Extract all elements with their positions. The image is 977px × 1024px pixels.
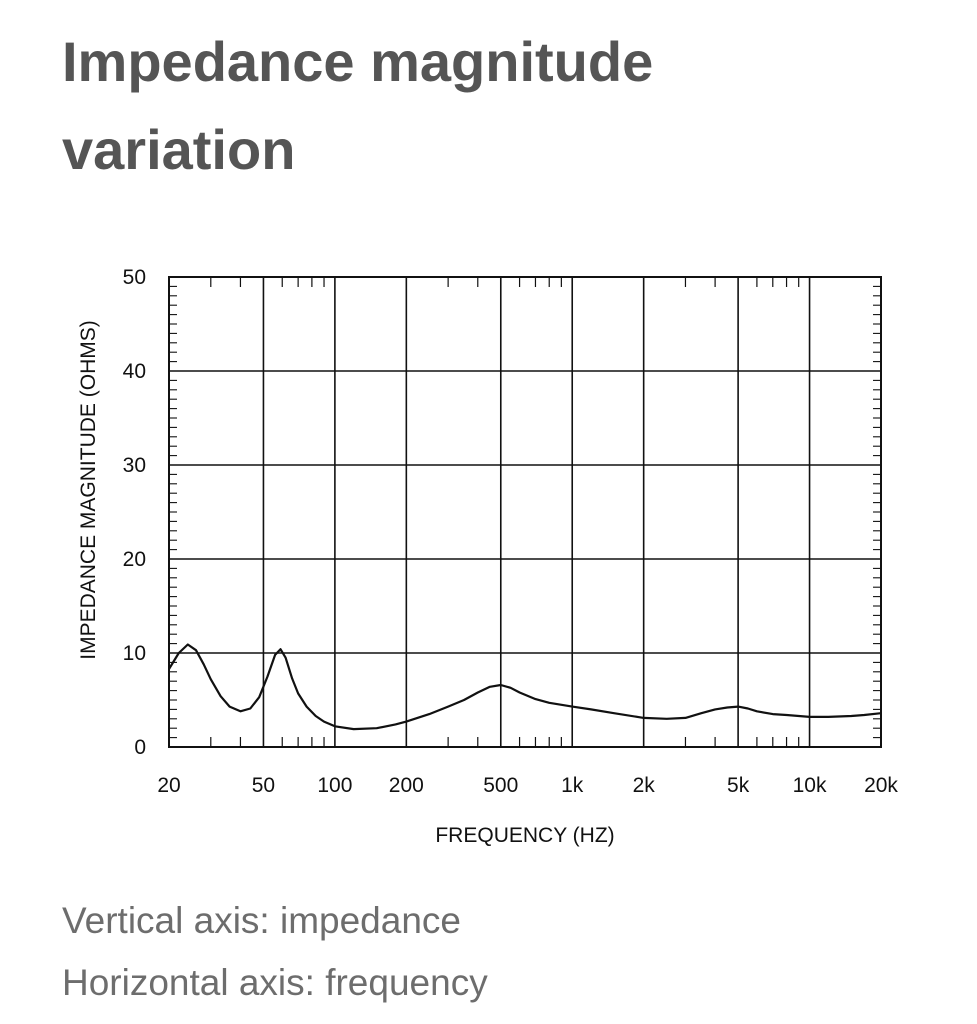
y-tick-label: 40 bbox=[123, 360, 146, 383]
x-tick-label: 1k bbox=[561, 774, 584, 797]
minor-ticks bbox=[169, 277, 881, 747]
x-tick-labels: 20 50 100 200 500 1k 2k 5k 10k 20k bbox=[157, 774, 898, 797]
y-tick-label: 10 bbox=[123, 642, 146, 665]
caption-vertical-axis: Vertical axis: impedance bbox=[62, 900, 461, 941]
page-title-line-1: Impedance magnitude bbox=[62, 30, 654, 93]
page-title: Impedance magnitude variation bbox=[62, 18, 922, 194]
x-tick-label: 50 bbox=[252, 774, 275, 797]
impedance-series-line bbox=[168, 643, 882, 731]
x-tick-label: 5k bbox=[727, 774, 750, 797]
y-tick-label: 50 bbox=[123, 266, 146, 289]
x-tick-label: 10k bbox=[793, 774, 827, 797]
y-tick-label: 20 bbox=[123, 548, 146, 571]
x-tick-label: 20k bbox=[864, 774, 898, 797]
x-tick-label: 100 bbox=[317, 774, 352, 797]
y-axis-label: IMPEDANCE MAGNITUDE (OHMS) bbox=[77, 320, 100, 660]
y-tick-labels: 0 10 20 30 40 50 bbox=[123, 266, 146, 759]
x-tick-label: 20 bbox=[157, 774, 180, 797]
x-axis-label: FREQUENCY (HZ) bbox=[435, 824, 614, 847]
impedance-chart: 0 10 20 30 40 50 20 50 100 200 500 1k 2k 5k 10k 20k FR… bbox=[77, 266, 898, 847]
x-tick-label: 500 bbox=[483, 774, 518, 797]
chart-grid bbox=[169, 277, 881, 747]
x-tick-label: 200 bbox=[389, 774, 424, 797]
y-tick-label: 0 bbox=[134, 736, 146, 759]
page-title-line-2: variation bbox=[62, 118, 296, 181]
x-tick-label: 2k bbox=[633, 774, 656, 797]
caption-horizontal-axis: Horizontal axis: frequency bbox=[62, 962, 488, 1003]
plot-frame bbox=[168, 276, 882, 748]
y-tick-label: 30 bbox=[123, 454, 146, 477]
